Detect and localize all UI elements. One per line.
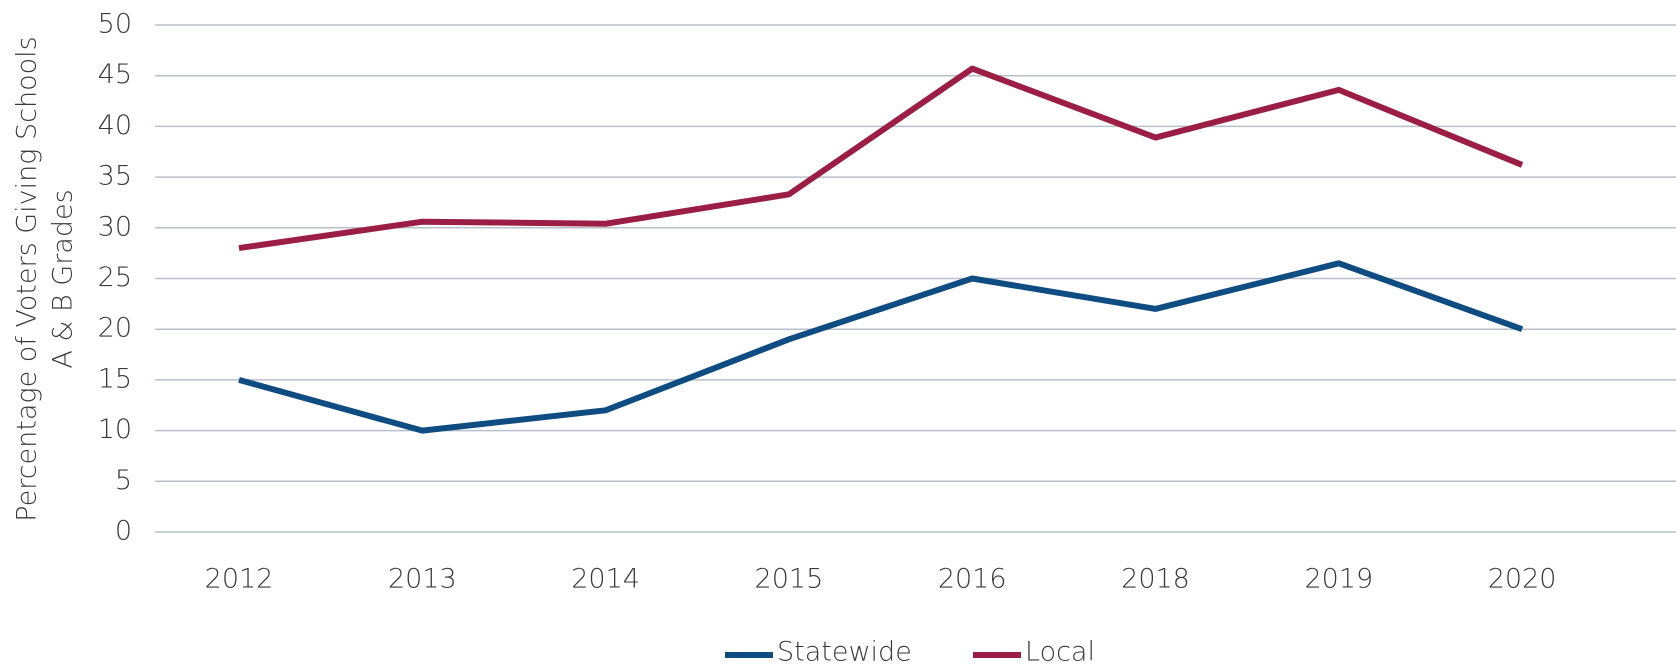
x-tick-label: 2013 bbox=[388, 564, 457, 595]
series-line bbox=[238, 260, 1524, 434]
y-tick-label: 15 bbox=[98, 363, 132, 394]
x-tick-label: 2016 bbox=[938, 564, 1007, 595]
y-axis-label: Percentage of Voters Giving Schools bbox=[12, 36, 43, 522]
legend-label: Statewide bbox=[777, 637, 912, 668]
x-tick-label: 2018 bbox=[1121, 564, 1190, 595]
y-tick-label: 10 bbox=[98, 414, 132, 445]
y-tick-label: 25 bbox=[98, 262, 132, 293]
series-line bbox=[238, 65, 1524, 252]
y-tick-label: 0 bbox=[115, 516, 132, 547]
y-tick-label: 45 bbox=[98, 59, 132, 90]
x-tick-label: 2014 bbox=[571, 564, 640, 595]
legend-label: Local bbox=[1025, 637, 1095, 668]
y-tick-label: 40 bbox=[98, 110, 132, 141]
y-tick-label: 5 bbox=[115, 465, 132, 496]
y-tick-label: 35 bbox=[98, 161, 132, 192]
y-axis-label: A & B Grades bbox=[48, 189, 79, 368]
y-tick-label: 50 bbox=[98, 9, 132, 40]
y-tick-label: 30 bbox=[98, 211, 132, 242]
x-tick-label: 2019 bbox=[1304, 564, 1373, 595]
y-tick-label: 20 bbox=[98, 313, 132, 344]
x-tick-label: 2015 bbox=[755, 564, 824, 595]
x-tick-label: 2012 bbox=[205, 564, 274, 595]
x-tick-label: 2020 bbox=[1488, 564, 1557, 595]
